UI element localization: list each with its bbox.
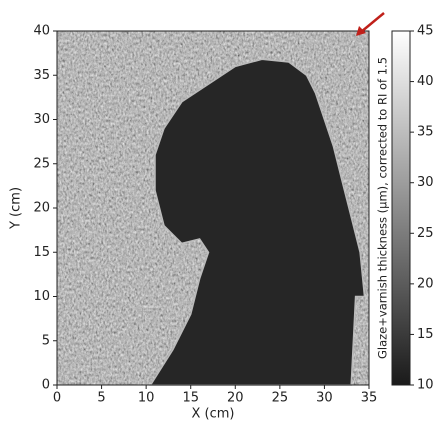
y-tick-label: 30 bbox=[33, 112, 50, 127]
x-tick-label: 10 bbox=[138, 391, 155, 406]
colorbar bbox=[391, 30, 411, 386]
colorbar-tick-label: 30 bbox=[417, 175, 434, 190]
colorbar-tick-label: 40 bbox=[417, 74, 434, 89]
x-tick-label: 25 bbox=[272, 391, 289, 406]
x-tick-label: 0 bbox=[53, 391, 61, 406]
x-tick-label: 35 bbox=[361, 391, 378, 406]
y-tick-label: 0 bbox=[42, 378, 50, 393]
colorbar-title: Glaze+varnish thickness (μm), corrected … bbox=[376, 57, 390, 359]
y-axis-title: Y (cm) bbox=[9, 187, 24, 230]
x-tick-label: 20 bbox=[227, 391, 244, 406]
y-tick-label: 25 bbox=[33, 156, 50, 171]
y-tick-label: 5 bbox=[42, 333, 50, 348]
y-tick-label: 40 bbox=[33, 24, 50, 39]
y-tick-label: 10 bbox=[33, 289, 50, 304]
dark-region bbox=[149, 58, 366, 386]
colorbar-tick-label: 25 bbox=[417, 226, 434, 241]
x-tick-label: 15 bbox=[182, 391, 199, 406]
y-tick-label: 20 bbox=[33, 201, 50, 216]
y-tick-label: 35 bbox=[33, 68, 50, 83]
colorbar-tick-label: 20 bbox=[417, 276, 434, 291]
y-tick-label: 15 bbox=[33, 245, 50, 260]
colorbar-tick-label: 10 bbox=[417, 378, 434, 393]
colorbar-tick-label: 35 bbox=[417, 125, 434, 140]
colorbar-tick-label: 15 bbox=[417, 327, 434, 342]
colorbar-tick-label: 45 bbox=[417, 24, 434, 39]
x-axis-title: X (cm) bbox=[192, 407, 235, 422]
heatmap-image bbox=[57, 31, 369, 386]
red-arrow bbox=[356, 12, 385, 36]
x-tick-label: 30 bbox=[316, 391, 333, 406]
x-tick-label: 5 bbox=[97, 391, 105, 406]
